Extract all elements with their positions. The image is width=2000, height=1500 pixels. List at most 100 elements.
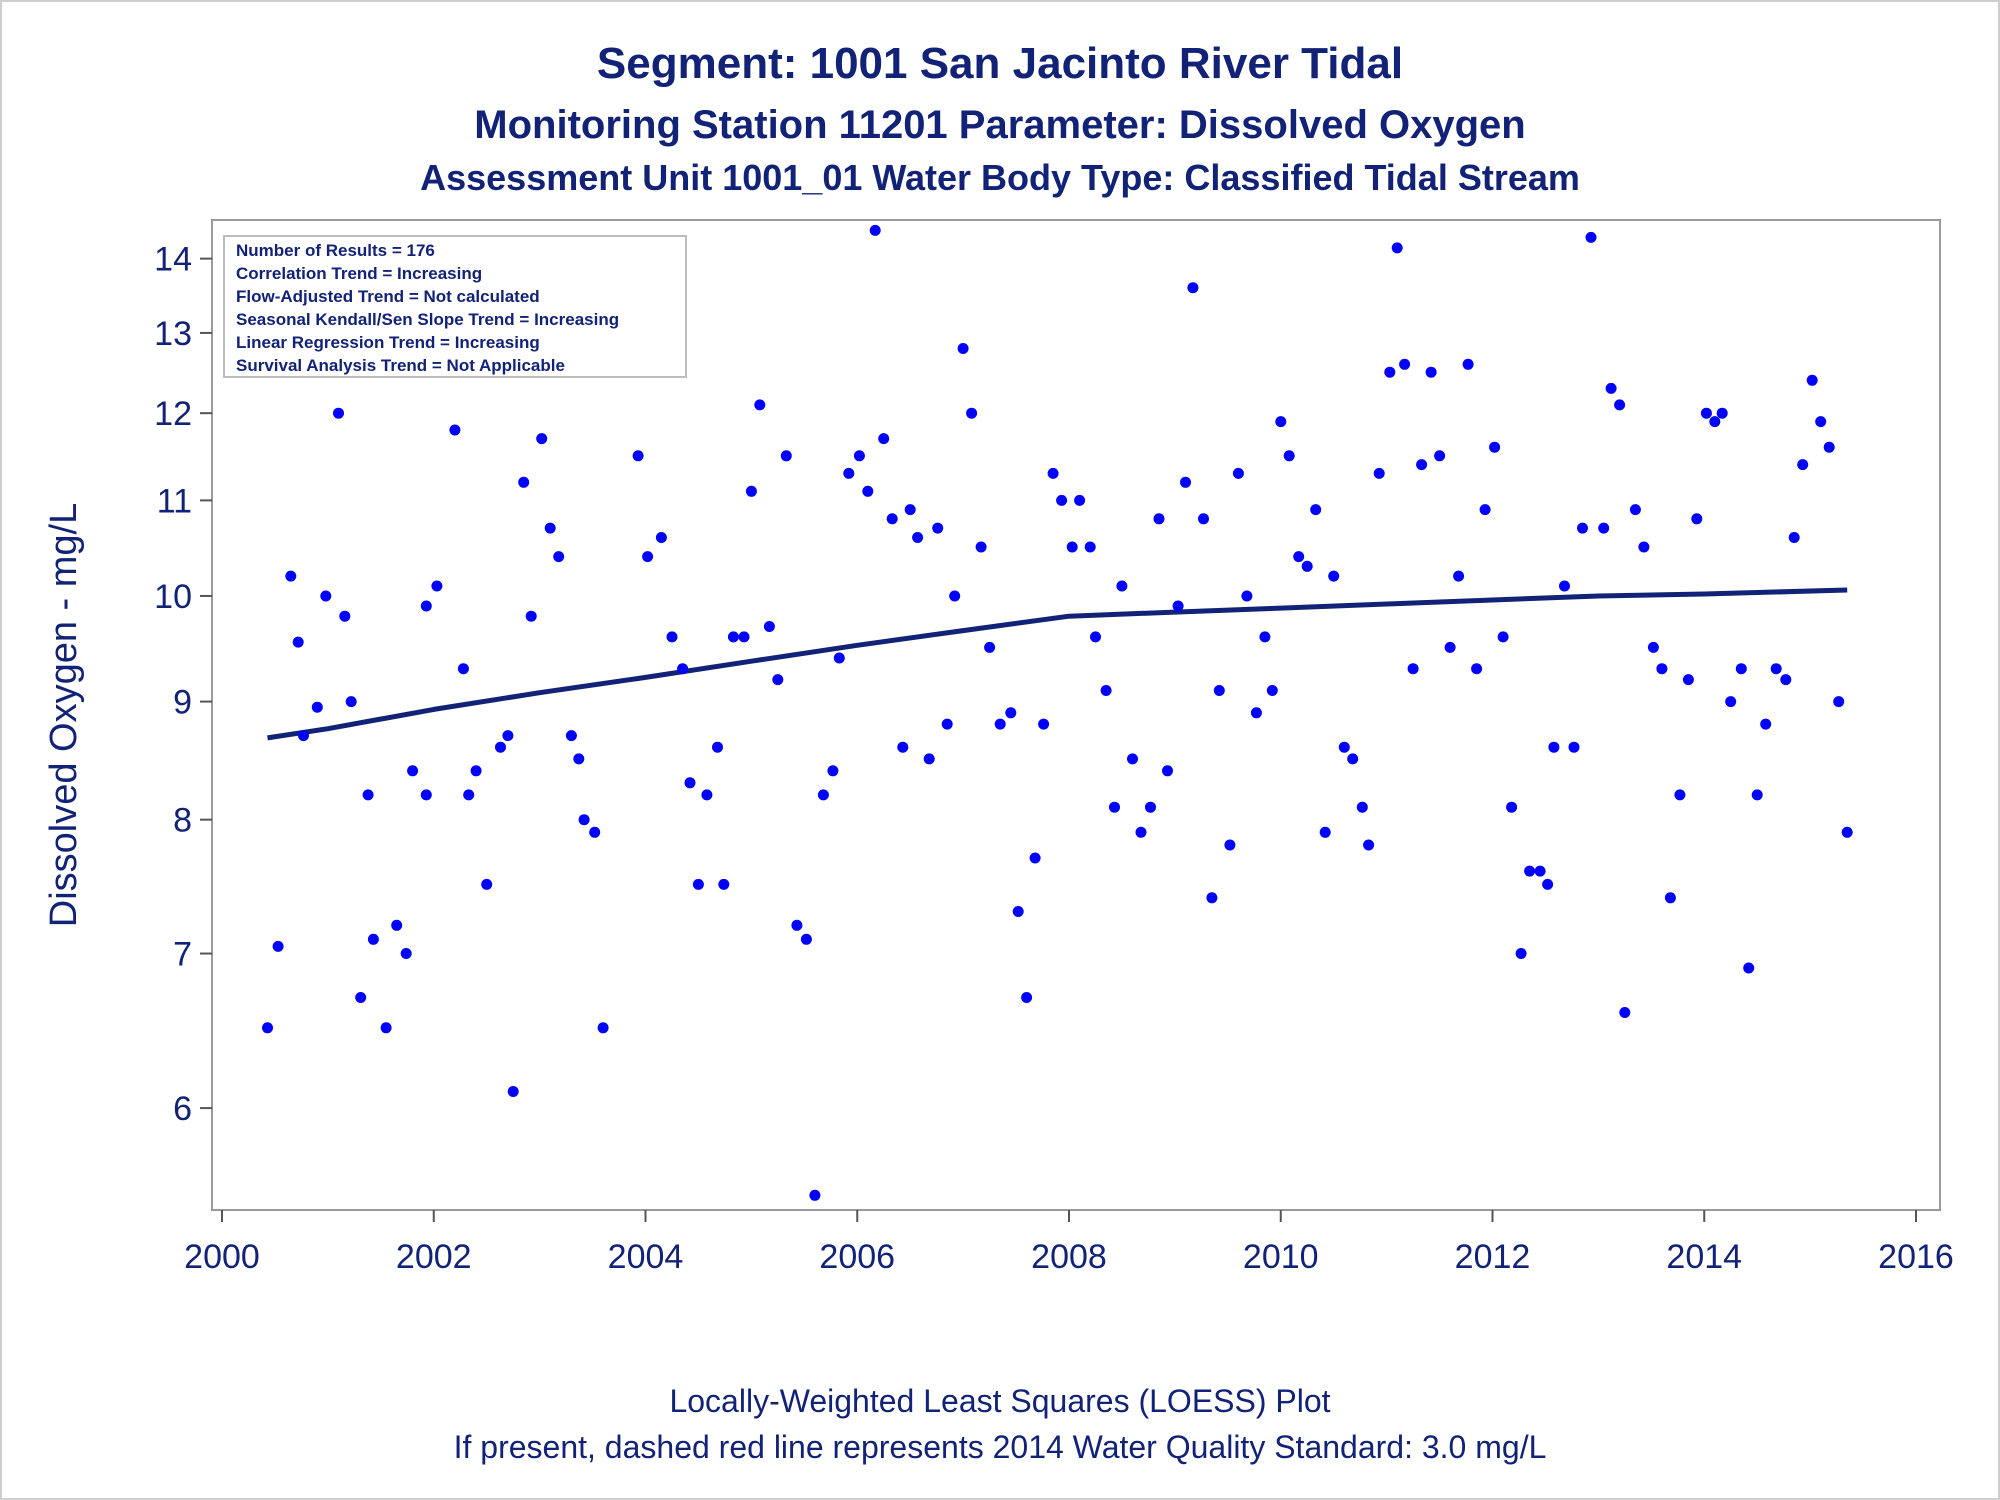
- data-point: [1542, 878, 1554, 890]
- x-tick-label: 2012: [1455, 1238, 1531, 1276]
- data-point: [1038, 718, 1050, 730]
- data-point: [1760, 718, 1772, 730]
- data-point: [431, 580, 443, 592]
- y-tick-label: 13: [154, 315, 192, 353]
- data-point: [745, 485, 757, 497]
- data-point: [966, 407, 978, 419]
- data-point: [941, 718, 953, 730]
- data-point: [1806, 374, 1818, 386]
- data-point: [345, 696, 357, 708]
- data-point: [949, 590, 961, 602]
- data-point: [1109, 801, 1120, 813]
- data-point: [817, 789, 829, 801]
- data-point: [1444, 641, 1456, 653]
- data-point: [994, 718, 1006, 730]
- stats-line: Survival Analysis Trend = Not Applicable: [236, 356, 565, 375]
- data-point: [449, 424, 461, 436]
- stats-line: Linear Regression Trend = Increasing: [236, 333, 540, 352]
- data-point: [400, 948, 412, 959]
- data-point: [1605, 382, 1617, 394]
- data-point: [420, 789, 432, 801]
- data-point: [1534, 865, 1546, 877]
- footnote-loess: Locally-Weighted Least Squares (LOESS) P…: [669, 1383, 1330, 1419]
- y-tick-label: 7: [173, 936, 192, 974]
- data-point: [1135, 826, 1147, 838]
- data-point: [1716, 407, 1728, 419]
- data-point: [862, 485, 874, 497]
- y-tick-label: 11: [157, 482, 192, 520]
- data-point: [1012, 906, 1024, 917]
- x-tick-label: 2006: [819, 1238, 895, 1276]
- data-point: [407, 765, 419, 777]
- y-tick-label: 8: [173, 802, 192, 840]
- data-point: [1029, 852, 1041, 864]
- data-point: [1066, 541, 1078, 553]
- data-point: [391, 919, 403, 931]
- data-point: [1266, 685, 1278, 696]
- data-point: [355, 992, 367, 1003]
- data-point: [1434, 450, 1446, 462]
- data-point: [1497, 631, 1509, 643]
- data-point: [339, 610, 351, 622]
- data-point: [800, 933, 812, 945]
- stats-line: Seasonal Kendall/Sen Slope Trend = Incre…: [236, 310, 619, 329]
- data-point: [878, 433, 890, 445]
- data-point: [701, 789, 713, 801]
- data-point: [1833, 696, 1845, 708]
- loess-line-layer: [267, 587, 1848, 741]
- data-point: [1090, 631, 1101, 643]
- footnote-standard: If present, dashed red line represents 2…: [454, 1429, 1547, 1465]
- data-point: [1356, 801, 1368, 813]
- data-point: [525, 610, 537, 622]
- data-point: [1021, 992, 1033, 1003]
- data-point: [481, 878, 493, 890]
- data-point: [1524, 865, 1536, 877]
- y-tick-label: 14: [154, 241, 192, 279]
- data-point: [1416, 459, 1428, 471]
- data-point: [285, 570, 297, 582]
- data-point: [463, 789, 475, 801]
- data-point: [1515, 948, 1527, 959]
- data-point: [553, 551, 565, 563]
- y-axis: 6 7 8 9 10 11 12 13 14: [154, 241, 212, 1128]
- data-point: [1664, 892, 1676, 904]
- data-point: [1206, 892, 1218, 904]
- data-point: [1471, 663, 1483, 675]
- stats-line: Number of Results = 176: [236, 241, 435, 260]
- data-point: [1056, 494, 1068, 506]
- data-point: [1213, 685, 1225, 696]
- data-point: [1462, 358, 1474, 370]
- data-point: [642, 551, 654, 563]
- chart-title: Segment: 1001 San Jacinto River Tidal: [597, 39, 1403, 88]
- x-axis: 2000 2002 2004 2006 2008 2010 2012 2014 2016: [184, 1210, 1954, 1276]
- data-point: [666, 631, 678, 643]
- data-point: [1788, 532, 1800, 543]
- data-point: [1619, 1007, 1631, 1018]
- data-point: [738, 631, 750, 643]
- data-point: [333, 407, 344, 419]
- y-tick-label: 12: [154, 395, 192, 433]
- y-tick-label: 9: [173, 684, 192, 722]
- data-point: [1700, 407, 1712, 419]
- data-point: [684, 777, 696, 789]
- data-point: [507, 1086, 519, 1097]
- y-tick-label: 6: [173, 1090, 192, 1128]
- data-point: [897, 741, 909, 753]
- stats-box-border: [223, 235, 687, 378]
- data-point: [1074, 494, 1086, 506]
- data-point: [712, 741, 723, 753]
- data-point: [1577, 522, 1588, 534]
- x-tick-label: 2014: [1666, 1238, 1742, 1276]
- data-point: [1084, 541, 1096, 553]
- stats-line: Correlation Trend = Increasing: [236, 264, 482, 283]
- data-point: [589, 826, 601, 838]
- data-point: [772, 674, 784, 686]
- chart-subtitle: Monitoring Station 11201 Parameter: Diss…: [474, 103, 1525, 147]
- data-point: [1614, 399, 1626, 411]
- data-point: [1275, 416, 1287, 428]
- data-point: [1100, 685, 1112, 696]
- data-point: [1841, 826, 1853, 838]
- data-point: [677, 663, 689, 675]
- data-point: [957, 343, 969, 354]
